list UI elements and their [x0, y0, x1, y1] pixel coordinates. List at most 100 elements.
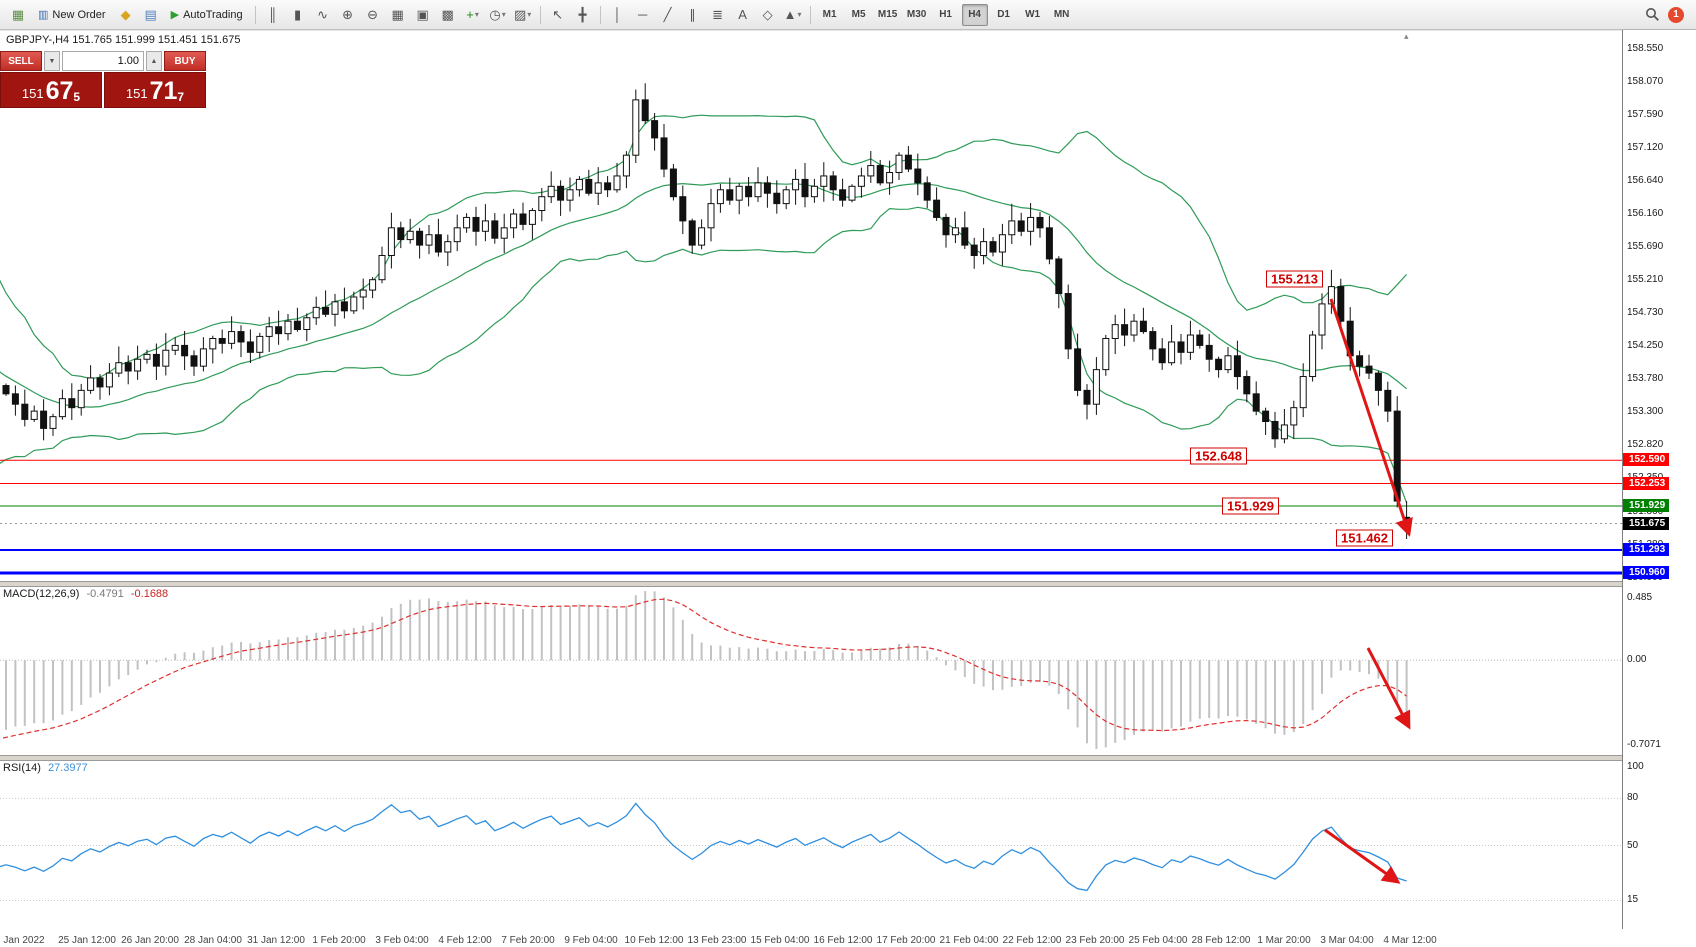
terminal-icon: ▤ — [144, 6, 157, 22]
indicators-add-icon: + — [466, 7, 474, 22]
timeframe-m30[interactable]: M30 — [906, 9, 927, 20]
text-tool-icon: A — [738, 7, 747, 22]
sell-price-pip: 5 — [73, 90, 81, 104]
sell-price-display[interactable]: 151 67 5 — [0, 72, 102, 108]
indicators-add-icon[interactable]: + ▾ — [461, 3, 485, 27]
timeframe-h1[interactable]: H1 — [939, 9, 952, 20]
tile-windows-icon[interactable]: ▦ — [386, 3, 410, 27]
trendline-icon[interactable]: ╱ — [656, 3, 680, 27]
rsi-axis-label: 100 — [1627, 761, 1644, 772]
price-tick: 156.640 — [1627, 175, 1664, 187]
dropdown-caret-icon[interactable]: ▾ — [527, 10, 532, 19]
candlestick-chart-icon: ▮ — [294, 6, 302, 22]
candlestick-chart-icon[interactable]: ▮ — [286, 3, 310, 27]
new-chart-icon: ▦ — [11, 6, 25, 22]
rsi-title: RSI(14) — [3, 762, 41, 774]
volume-down-button[interactable]: ▼ — [44, 51, 60, 71]
zoom-in-icon[interactable]: ⊕ — [336, 3, 360, 27]
price-tick: 152.820 — [1627, 439, 1664, 451]
current-price-badge: 151.675 — [1623, 516, 1670, 530]
toolbar-right-group: 1 — [1645, 6, 1690, 23]
periods-icon[interactable]: ◷ ▾ — [486, 3, 510, 27]
volume-up-button[interactable]: ▲ — [146, 51, 162, 71]
time-axis-label: 1 Mar 20:00 — [1257, 935, 1311, 946]
timeframe-h4[interactable]: H4 — [961, 3, 988, 26]
fibonacci-icon[interactable]: ≣ — [706, 3, 730, 27]
ohlc-header: GBPJPY-,H4 151.765 151.999 151.451 151.6… — [6, 34, 241, 46]
macd-axis-zero: 0.00 — [1627, 654, 1647, 666]
timeframe-d1[interactable]: D1 — [997, 9, 1010, 20]
new-order-button: ▥ — [38, 9, 49, 21]
dropdown-caret-icon[interactable]: ▾ — [797, 10, 802, 19]
cursor-icon[interactable]: ↖ — [546, 3, 570, 27]
line-chart-icon[interactable]: ∿ — [311, 3, 335, 27]
price-tick: 157.120 — [1627, 141, 1664, 153]
price-tick: 158.070 — [1627, 76, 1664, 88]
vertical-line-icon[interactable]: │ — [606, 3, 630, 27]
timeframe-w1[interactable]: W1 — [1025, 9, 1041, 20]
shapes-icon[interactable]: ▲ ▾ — [781, 3, 805, 27]
price-tick: 153.780 — [1627, 372, 1664, 384]
crosshair-icon: ╋ — [578, 6, 587, 22]
volume-input[interactable]: 1.00 — [62, 51, 144, 71]
toolbar: ▦ ▥ New Order ◆ ▤ ▶ AutoTrading ║ ▮ ∿ ⊕ ⊖ ▦ ▣ ▩ + ▾ ◷ ▾ ▨ ▾ ↖… — [0, 0, 1696, 30]
dropdown-caret-icon[interactable]: ▾ — [474, 10, 479, 19]
time-axis-label: Jan 2022 — [3, 935, 45, 946]
channel-icon: ∥ — [689, 6, 696, 22]
metaeditor-icon[interactable]: ◆ — [114, 3, 138, 27]
autotrading-button[interactable]: ▶ AutoTrading — [164, 3, 250, 27]
hline-price-badge: 150.960 — [1623, 565, 1670, 579]
time-axis-label: 22 Feb 12:00 — [1002, 935, 1062, 946]
tile-windows-icon: ▦ — [391, 6, 404, 22]
time-axis-label: 25 Feb 04:00 — [1128, 935, 1188, 946]
time-axis-label: 16 Feb 12:00 — [813, 935, 873, 946]
toolbar-separator — [599, 5, 601, 24]
bar-chart-icon[interactable]: ║ — [261, 3, 285, 27]
buy-button[interactable]: BUY — [164, 51, 206, 71]
autotrading-button: ▶ — [170, 9, 180, 21]
shapes-icon: ▲ — [783, 7, 797, 22]
time-axis-label: 4 Feb 12:00 — [438, 935, 492, 946]
cascade-windows-icon[interactable]: ▩ — [436, 3, 460, 27]
new-order-button[interactable]: ▥ New Order — [31, 3, 113, 27]
timeframe-mn[interactable]: MN — [1053, 9, 1070, 20]
toolbar-separator — [809, 5, 811, 24]
sell-button[interactable]: SELL — [0, 51, 42, 71]
time-axis-label: 15 Feb 04:00 — [750, 935, 810, 946]
timeframe-m15[interactable]: M15 — [877, 9, 898, 20]
crosshair-icon[interactable]: ╋ — [571, 3, 595, 27]
price-tick: 156.160 — [1627, 208, 1664, 220]
label-tool-icon[interactable]: ◇ — [756, 3, 780, 27]
periods-icon: ◷ — [489, 6, 501, 22]
line-chart-icon: ∿ — [317, 6, 329, 22]
new-chart-icon[interactable]: ▦ — [6, 3, 30, 27]
toolbar-separator — [539, 5, 541, 24]
buy-price-pip: 7 — [177, 90, 185, 104]
price-tick: 154.250 — [1627, 340, 1664, 352]
time-axis-label: 23 Feb 20:00 — [1065, 935, 1125, 946]
buy-price-display[interactable]: 151 71 7 — [104, 72, 206, 108]
cursor-icon: ↖ — [552, 6, 564, 22]
terminal-icon[interactable]: ▤ — [139, 3, 163, 27]
timeframe-m1[interactable]: M1 — [822, 9, 837, 20]
hline-price-badge: 152.590 — [1623, 453, 1670, 467]
dropdown-caret-icon[interactable]: ▾ — [501, 10, 506, 19]
price-callout: 155.213 — [1266, 270, 1323, 288]
zoom-out-icon[interactable]: ⊖ — [361, 3, 385, 27]
metaeditor-icon: ◆ — [120, 6, 131, 22]
channel-icon[interactable]: ∥ — [681, 3, 705, 27]
panel-splitter-rsi[interactable] — [0, 755, 1622, 761]
label-tool-icon: ◇ — [762, 6, 773, 22]
timeframe-m5[interactable]: M5 — [851, 9, 866, 20]
notification-badge[interactable]: 1 — [1668, 6, 1684, 23]
text-tool-icon[interactable]: A — [731, 3, 755, 27]
arrange-windows-icon[interactable]: ▣ — [411, 3, 435, 27]
rsi-value: 27.3977 — [47, 762, 88, 774]
horizontal-line-icon[interactable]: ─ — [631, 3, 655, 27]
templates-icon[interactable]: ▨ ▾ — [511, 3, 535, 27]
panel-splitter-macd[interactable] — [0, 581, 1622, 587]
macd-header: MACD(12,26,9) -0.4791 -0.1688 — [3, 588, 168, 600]
search-icon[interactable] — [1645, 7, 1660, 22]
